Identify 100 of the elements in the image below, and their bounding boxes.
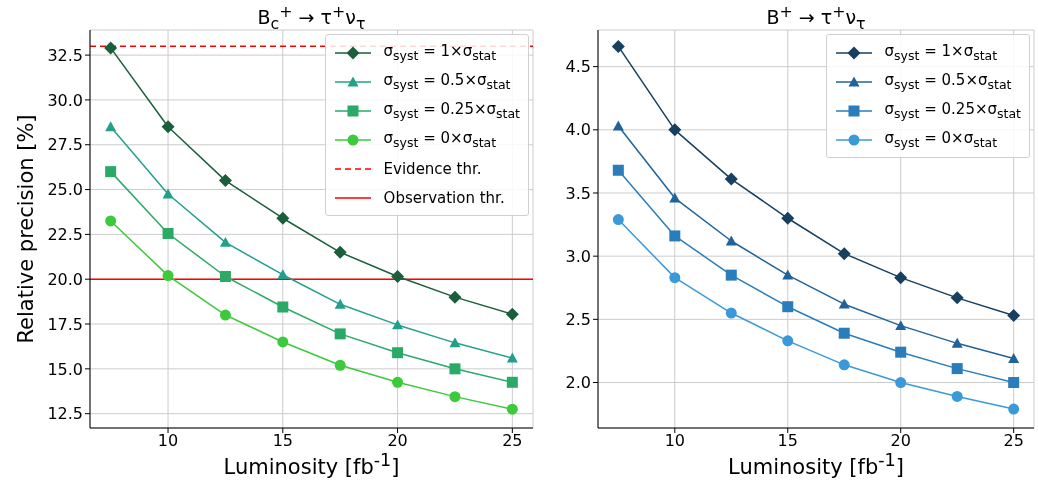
point xyxy=(894,271,908,285)
y-tick-label: 30.0 xyxy=(47,90,83,110)
point xyxy=(838,359,850,371)
point xyxy=(277,301,289,313)
y-tick-label: 12.5 xyxy=(47,404,83,424)
point xyxy=(781,211,795,225)
legend-label: Observation thr. xyxy=(383,188,505,207)
point xyxy=(218,174,232,188)
point xyxy=(334,328,346,340)
y-tick-label: 3.0 xyxy=(565,246,591,266)
y-tick-label: 20.0 xyxy=(47,269,83,289)
point xyxy=(1008,353,1020,363)
legend-label: σ$_{syst}$ = 1×σ$_{stat}$ xyxy=(884,42,998,63)
point xyxy=(448,290,462,304)
point xyxy=(391,270,405,284)
legend-label: σ$_{syst}$ = 0.25×σ$_{stat}$ xyxy=(884,100,1021,121)
point xyxy=(612,164,624,176)
point xyxy=(162,188,174,199)
y-tick-label: 25.0 xyxy=(47,180,83,200)
point xyxy=(449,391,461,403)
point xyxy=(1007,309,1021,323)
legend-label: σ$_{syst}$ = 0.25×σ$_{stat}$ xyxy=(383,100,520,121)
point xyxy=(895,346,907,358)
point xyxy=(950,291,964,305)
y-tick-label: 27.5 xyxy=(47,135,83,155)
point xyxy=(104,41,118,55)
point xyxy=(951,363,963,375)
legend-label: σ$_{syst}$ = 1×σ$_{stat}$ xyxy=(383,42,497,63)
y-tick-label: 4.0 xyxy=(565,120,591,140)
point xyxy=(161,120,175,134)
point xyxy=(668,123,682,137)
point xyxy=(724,172,738,186)
legend-label: σ$_{syst}$ = 0×σ$_{stat}$ xyxy=(383,129,497,150)
x-axis-title: Luminosity [fb$^{-1}$] xyxy=(727,450,905,479)
point xyxy=(334,359,346,371)
y-tick-label: 32.5 xyxy=(47,45,83,65)
point xyxy=(725,269,737,281)
y-tick-label: 3.5 xyxy=(565,183,591,203)
x-tick-label: 10 xyxy=(157,431,179,451)
point xyxy=(449,363,461,375)
point xyxy=(392,319,404,330)
point xyxy=(951,337,963,348)
point xyxy=(105,166,117,178)
point xyxy=(449,337,461,348)
x-axis-title: Luminosity [fb$^{-1}$] xyxy=(222,450,401,479)
point xyxy=(895,377,907,389)
y-tick-label: 2.5 xyxy=(565,310,591,330)
y-tick-label: 2.0 xyxy=(565,373,591,393)
point xyxy=(782,335,794,347)
point xyxy=(219,309,231,321)
x-tick-label: 20 xyxy=(890,431,911,451)
x-tick-label: 15 xyxy=(777,431,798,451)
y-axis-title: Relative precision [%] xyxy=(14,114,38,344)
point xyxy=(1008,403,1020,415)
y-tick-label: 15.0 xyxy=(47,359,83,379)
point xyxy=(838,327,850,339)
point xyxy=(669,230,681,242)
point xyxy=(334,298,346,309)
point xyxy=(838,298,850,309)
y-tick-label: 22.5 xyxy=(47,225,83,245)
point xyxy=(837,247,851,261)
point xyxy=(669,192,681,203)
point xyxy=(162,227,174,239)
y-tick-label: 4.5 xyxy=(565,57,591,77)
point xyxy=(219,236,231,247)
point xyxy=(276,211,290,225)
chart-title: B$_{c}$$^{+}$ → τ$^{+}$ν$_{τ}$ xyxy=(256,2,367,34)
point xyxy=(105,215,117,227)
x-tick-label: 20 xyxy=(387,431,408,451)
legend-label: σ$_{syst}$ = 0.5×σ$_{stat}$ xyxy=(884,71,1012,92)
x-tick-label: 25 xyxy=(1003,431,1024,451)
chart-title: B$^{+}$ → τ$^{+}$ν$_{τ}$ xyxy=(765,2,867,34)
x-tick-label: 25 xyxy=(502,431,523,451)
point xyxy=(725,235,737,246)
x-tick-label: 15 xyxy=(272,431,293,451)
point xyxy=(392,347,404,359)
point xyxy=(669,272,681,284)
point xyxy=(782,269,794,280)
point xyxy=(951,390,963,402)
legend-label: σ$_{syst}$ = 0×σ$_{stat}$ xyxy=(884,129,998,150)
point xyxy=(105,121,117,132)
y-tick-label: 17.5 xyxy=(47,314,83,334)
point xyxy=(506,376,518,388)
point xyxy=(277,269,289,280)
point xyxy=(219,271,231,283)
point xyxy=(612,120,624,131)
point xyxy=(333,245,347,259)
point xyxy=(1008,377,1020,389)
legend-label: Evidence thr. xyxy=(383,159,482,178)
point xyxy=(506,403,518,415)
point xyxy=(162,270,174,282)
point xyxy=(895,320,907,331)
point xyxy=(612,214,624,226)
point xyxy=(611,39,625,53)
point xyxy=(725,307,737,319)
point xyxy=(277,336,289,348)
x-tick-label: 10 xyxy=(664,431,685,451)
point xyxy=(782,301,794,313)
point xyxy=(392,376,404,388)
point xyxy=(505,307,519,321)
